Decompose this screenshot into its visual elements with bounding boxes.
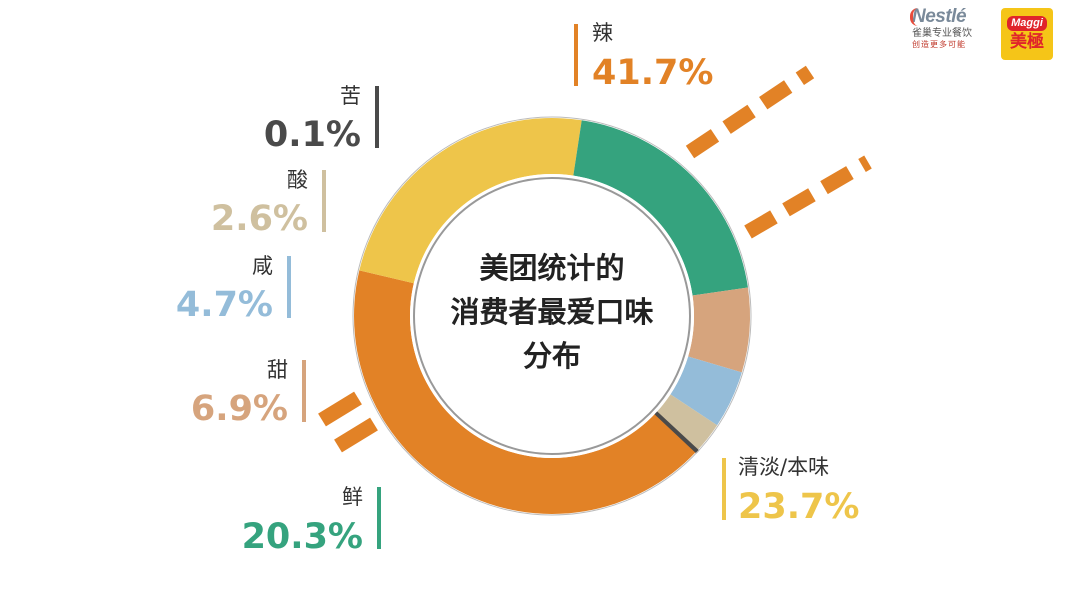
label-name-0: 辣 (592, 21, 613, 45)
center-title-line-1: 消费者最爱口味 (450, 295, 653, 329)
slice-4 (670, 356, 742, 426)
slice-5 (656, 394, 718, 451)
label-name-6: 苦 (340, 84, 361, 108)
slice-0 (354, 270, 697, 514)
nest-icon (910, 8, 925, 26)
decor-stroke-1 (744, 155, 872, 239)
nestle-wordmark: Nestlé (912, 6, 967, 27)
label-name-3: 甜 (267, 358, 288, 382)
decor-stroke-2 (318, 391, 362, 427)
label-value-0: 41.7% (592, 53, 713, 93)
slice-1 (359, 118, 582, 284)
maggi-logo: Maggi 美極 (1001, 8, 1053, 60)
decor-stroke-3 (334, 417, 378, 453)
label-name-5: 酸 (287, 168, 308, 192)
label-name-1: 清淡/本味 (738, 455, 829, 479)
decor-stroke-0 (685, 65, 815, 159)
donut-hole (410, 174, 694, 458)
nestle-tagline: 创造更多可能 (912, 40, 966, 49)
label-value-4: 4.7% (176, 285, 273, 325)
label-name-4: 咸 (252, 254, 273, 278)
maggi-chinese-name: 美極 (1010, 31, 1044, 51)
inner-ring-outline (413, 177, 691, 455)
nestle-logo: Nestlé 雀巢专业餐饮 创造更多可能 (910, 6, 998, 58)
label-value-3: 6.9% (191, 389, 288, 429)
center-title-line-0: 美团统计的 (479, 251, 624, 285)
center-title-line-2: 分布 (523, 339, 581, 373)
slice-3 (688, 287, 750, 373)
nestle-subtitle: 雀巢专业餐饮 (912, 28, 972, 39)
outer-ring-outline (352, 116, 752, 516)
maggi-wordmark: Maggi (1007, 15, 1047, 31)
label-value-1: 23.7% (738, 487, 859, 527)
label-name-2: 鲜 (342, 485, 363, 509)
label-value-6: 0.1% (264, 115, 361, 155)
slice-2 (573, 120, 748, 296)
label-value-2: 20.3% (242, 517, 363, 557)
label-value-5: 2.6% (211, 199, 308, 239)
